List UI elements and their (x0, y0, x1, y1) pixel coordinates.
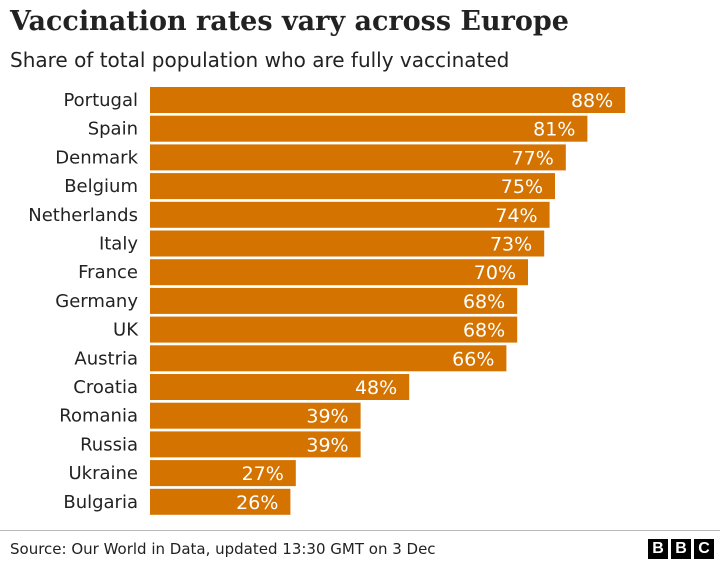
category-label-portugal: Portugal (63, 90, 138, 111)
category-label-denmark: Denmark (55, 147, 138, 168)
category-label-netherlands: Netherlands (28, 205, 138, 226)
category-label-france: France (78, 262, 138, 283)
bbc-logo: B B C (648, 539, 714, 559)
category-label-spain: Spain (88, 119, 138, 140)
value-label-bulgaria: 26% (236, 492, 278, 514)
bar-denmark (150, 144, 566, 171)
bar-bulgaria (150, 488, 291, 515)
value-label-germany: 68% (463, 291, 505, 313)
bar-france (150, 259, 528, 286)
bar-croatia (150, 374, 410, 400)
category-label-ukraine: Ukraine (68, 463, 138, 484)
category-label-romania: Romania (59, 406, 138, 427)
bar-uk (150, 316, 518, 343)
value-label-portugal: 88% (571, 90, 613, 112)
value-label-belgium: 75% (501, 176, 543, 198)
value-label-netherlands: 74% (495, 205, 537, 227)
value-label-uk: 68% (463, 320, 505, 342)
value-label-denmark: 77% (512, 147, 554, 169)
bar-italy (150, 230, 545, 257)
logo-letter-b1: B (648, 539, 668, 559)
value-label-romania: 39% (306, 406, 348, 428)
chart-title: Vaccination rates vary across Europe (10, 6, 569, 37)
logo-letter-c: C (694, 539, 714, 559)
category-label-austria: Austria (74, 348, 138, 369)
category-label-bulgaria: Bulgaria (63, 492, 138, 513)
value-label-austria: 66% (452, 348, 494, 370)
bar-portugal (150, 87, 626, 113)
value-label-croatia: 48% (355, 377, 397, 399)
bar-russia (150, 431, 361, 458)
value-label-italy: 73% (490, 234, 532, 256)
footer-divider (0, 530, 720, 531)
category-label-russia: Russia (80, 434, 138, 455)
category-label-italy: Italy (99, 234, 138, 255)
value-label-spain: 81% (533, 119, 575, 141)
bar-spain (150, 115, 588, 142)
category-label-croatia: Croatia (73, 377, 138, 398)
bar-romania (150, 402, 361, 429)
bar-ukraine (150, 460, 296, 487)
source-note: Source: Our World in Data, updated 13:30… (10, 540, 436, 558)
bar-austria (150, 345, 507, 372)
logo-letter-b2: B (671, 539, 691, 559)
chart-subtitle: Share of total population who are fully … (10, 48, 510, 72)
category-label-belgium: Belgium (64, 176, 138, 197)
value-label-france: 70% (474, 262, 516, 284)
bar-belgium (150, 173, 555, 200)
bar-germany (150, 287, 518, 314)
value-label-russia: 39% (306, 434, 348, 456)
value-label-ukraine: 27% (242, 463, 284, 485)
bar-netherlands (150, 201, 550, 228)
category-label-germany: Germany (55, 291, 138, 312)
category-label-uk: UK (113, 320, 139, 341)
bar-chart: Portugal 88% Spain 81% Denmark 77% Belgium 75% N… (28, 87, 626, 515)
